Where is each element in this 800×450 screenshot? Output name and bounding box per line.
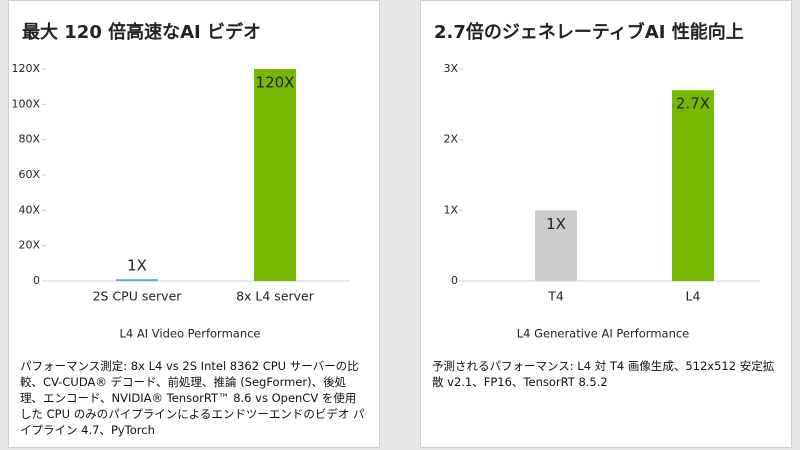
value-label: 2.7X [676,95,710,113]
y-tick-label: 40X [18,203,40,216]
footnote: 予測されるパフォーマンス: L4 対 T4 画像生成、512x512 安定拡散 … [432,359,775,389]
x-tick-label: 2S CPU server [93,289,183,304]
card [8,0,380,448]
y-tick-label: 80X [18,133,40,146]
value-label: 1X [546,215,566,233]
y-tick-label: 1X [443,203,458,216]
footnote: パフォーマンス測定: 8x L4 vs 2S Intel 8362 CPU サー… [20,359,365,437]
x-axis-label: L4 Generative AI Performance [517,327,690,341]
y-tick-label: 20X [18,239,40,252]
bar [672,90,714,281]
y-tick-label: 60X [18,168,40,181]
x-tick-label: L4 [686,289,701,304]
y-tick-label: 0 [33,274,40,287]
value-label: 120X [256,74,295,92]
bar [535,210,577,281]
y-tick-label: 0 [451,274,458,287]
value-label: 1X [127,257,147,275]
card [420,0,792,448]
x-tick-label: 8x L4 server [236,289,315,304]
y-tick-label: 3X [443,62,458,75]
y-tick-label: 2X [443,133,458,146]
chart-title: 2.7倍のジェネレーティブAI 性能向上 [434,21,744,43]
x-axis-label: L4 AI Video Performance [119,327,260,341]
y-tick-label: 120X [11,62,40,75]
bar [116,279,158,281]
chart-title: 最大 120 倍高速なAI ビデオ [22,21,261,43]
x-tick-label: T4 [547,289,564,304]
y-tick-label: 100X [11,97,40,110]
bar [254,69,296,281]
